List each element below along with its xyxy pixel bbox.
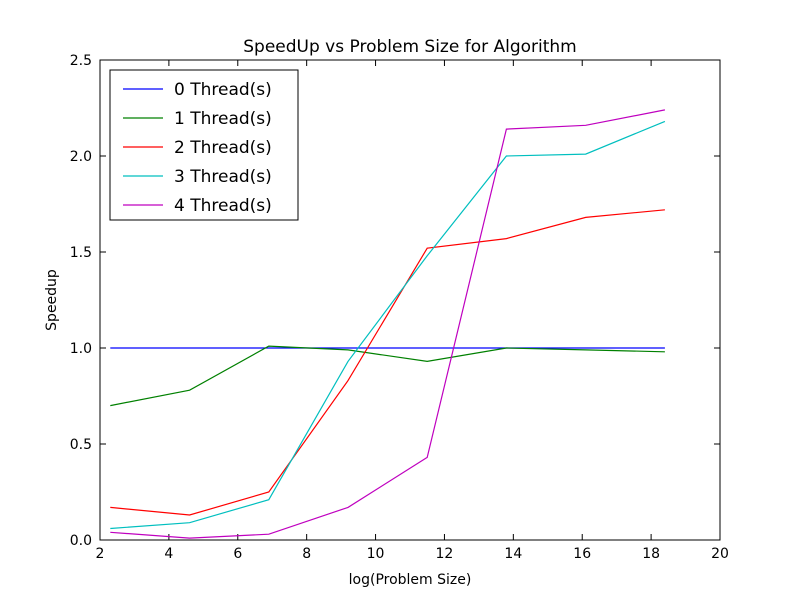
x-tick-label: 6 xyxy=(233,546,242,562)
x-tick-label: 16 xyxy=(573,546,591,562)
legend-label: 2 Thread(s) xyxy=(174,138,272,158)
y-tick-label: 2.0 xyxy=(70,149,92,165)
y-tick-label: 1.5 xyxy=(70,245,92,261)
legend-label: 1 Thread(s) xyxy=(174,109,272,129)
y-axis-label: Speedup xyxy=(44,269,60,331)
y-tick-label: 1.0 xyxy=(70,341,92,357)
chart-title: SpeedUp vs Problem Size for Algorithm xyxy=(243,37,577,57)
series-line-1 xyxy=(110,345,665,407)
legend-label: 4 Thread(s) xyxy=(174,196,272,216)
y-tick-label: 0.0 xyxy=(70,533,92,549)
x-tick-label: 8 xyxy=(302,546,311,562)
x-tick-label: 2 xyxy=(96,546,105,562)
legend: 0 Thread(s) 1 Thread(s) 2 Thread(s) 3 Threa… xyxy=(109,69,299,221)
series-line-2 xyxy=(110,209,665,516)
x-tick-label: 10 xyxy=(367,546,385,562)
y-tick-label: 0.5 xyxy=(70,437,92,453)
series-line-4 xyxy=(110,109,666,539)
legend-label: 0 Thread(s) xyxy=(174,80,272,100)
plot-area: 2 4 6 8 10 12 14 16 18 20 0.0 0.5 1.0 1.5 2.0 2.5 xyxy=(70,53,729,562)
x-tick-label: 12 xyxy=(436,546,454,562)
x-axis-label: log(Problem Size) xyxy=(349,572,472,588)
legend-box xyxy=(109,69,299,221)
legend-label: 3 Thread(s) xyxy=(174,167,272,187)
series-line-3 xyxy=(110,120,666,530)
x-tick-label: 4 xyxy=(164,546,173,562)
x-tick-label: 20 xyxy=(711,546,729,562)
x-tick-label: 18 xyxy=(642,546,660,562)
y-tick-label: 2.5 xyxy=(70,53,92,69)
x-tick-label: 14 xyxy=(504,546,522,562)
plot-frame xyxy=(99,59,721,541)
